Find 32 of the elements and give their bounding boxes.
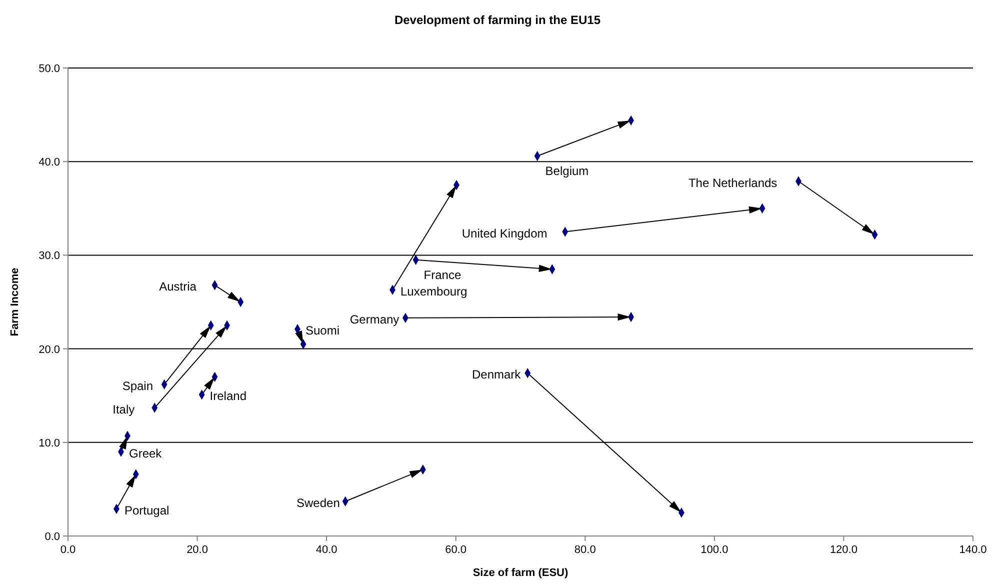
x-tick-label: 120.0 xyxy=(830,544,858,556)
x-tick-label: 0.0 xyxy=(60,544,76,556)
series-label: The Netherlands xyxy=(688,176,778,190)
series-label: Portugal xyxy=(124,503,170,518)
series-label: Belgium xyxy=(545,164,589,178)
y-tick-label: 0.0 xyxy=(44,531,60,543)
y-tick-label: 50.0 xyxy=(38,63,60,75)
y-tick-label: 20.0 xyxy=(38,344,60,356)
series-label: France xyxy=(424,268,462,282)
series-label: Italy xyxy=(112,402,135,416)
x-tick-label: 140.0 xyxy=(959,544,987,556)
y-axis-title: Farm Income xyxy=(9,268,21,336)
series-label: Austria xyxy=(159,280,197,294)
x-tick-label: 60.0 xyxy=(445,544,467,556)
series-label: Greek xyxy=(129,446,163,460)
y-tick-label: 30.0 xyxy=(38,250,60,262)
y-tick-label: 10.0 xyxy=(38,437,60,450)
x-axis-title: Size of farm (ESU) xyxy=(472,567,569,579)
series-label: Germany xyxy=(350,312,400,326)
series-label: Denmark xyxy=(472,368,522,382)
chart-title: Development of farming in the EU15 xyxy=(394,13,601,27)
x-tick-label: 40.0 xyxy=(316,544,338,556)
series-label: Spain xyxy=(122,378,154,393)
series-label: Suomi xyxy=(305,324,340,338)
series-label: United Kingdom xyxy=(462,226,548,240)
x-tick-label: 80.0 xyxy=(574,544,596,556)
x-tick-label: 100.0 xyxy=(700,544,728,556)
series-label: Ireland xyxy=(210,389,247,404)
series-label: Sweden xyxy=(296,496,340,510)
y-tick-label: 40.0 xyxy=(38,156,60,169)
x-tick-label: 20.0 xyxy=(186,544,208,556)
series-label: Luxembourg xyxy=(400,284,468,298)
